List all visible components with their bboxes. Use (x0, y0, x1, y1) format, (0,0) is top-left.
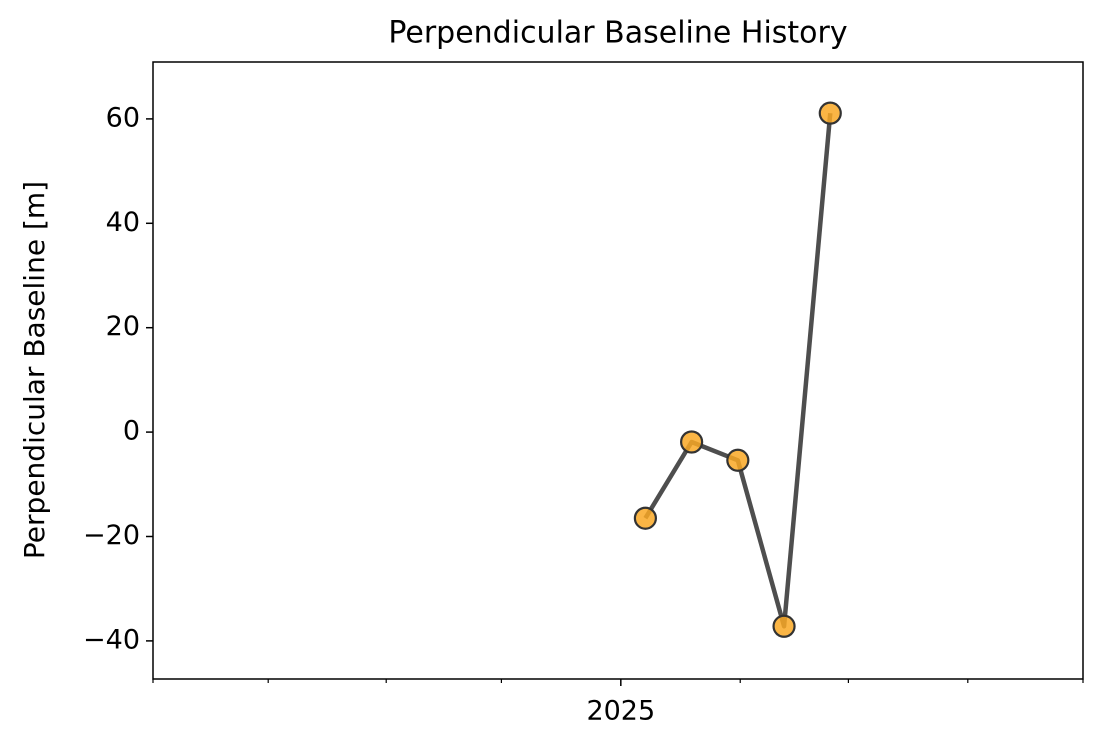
data-point (726, 448, 750, 472)
y-tick-label: 40 (106, 207, 140, 238)
data-point (772, 614, 796, 638)
y-tick-label: −20 (83, 520, 140, 551)
plot-frame (152, 61, 1084, 680)
y-tick-label: −40 (83, 624, 140, 655)
x-tick-label: 2025 (586, 696, 655, 727)
y-tick-label: 60 (106, 102, 140, 133)
y-tick-label: 0 (123, 416, 140, 447)
y-axis-label: Perpendicular Baseline [m] (18, 181, 51, 559)
data-point (633, 506, 657, 530)
series-line (643, 112, 833, 629)
data-point (680, 430, 704, 454)
chart-title: Perpendicular Baseline History (388, 16, 847, 51)
data-point (818, 101, 842, 125)
y-tick-label: 20 (106, 311, 140, 342)
